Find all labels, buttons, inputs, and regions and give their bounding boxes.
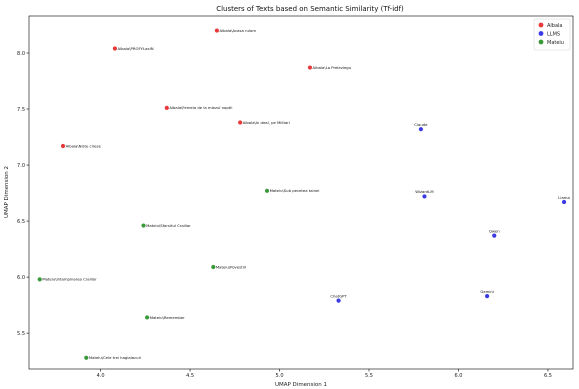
data-point [211,264,216,270]
data-point [84,355,89,360]
data-point-label: Albala\Niste cirese [66,143,102,148]
legend-marker [538,39,544,45]
y-tick-label: 7.5 [17,107,25,113]
data-point-label: Albala\La Prelevlegu [313,65,352,70]
x-tick-label: 5.5 [365,373,373,379]
legend-marker [538,22,544,28]
data-points: Albala\Acasa rulom Albala\PROFYLaxiN Albal… [37,28,570,360]
data-point-label: Albala\Acasa rulom [219,28,256,33]
data-point-label: Mateiu\Povestiri [216,264,246,269]
y-axis-label: UMAP Dimension 2 [4,166,10,218]
legend: Albala LLMS Mateiu [533,18,571,51]
data-point-label: Qwen [489,228,500,233]
legend-entry-label: Albala [547,23,563,29]
data-point-label: Albala\Femeia de la miezul noptii [169,105,232,110]
data-point-label: Mateiu\Sub pecetea tainei [270,188,320,193]
legend-entry-label: LLMS [547,31,560,37]
data-point [307,65,313,70]
data-point [336,298,341,303]
data-point [238,120,243,125]
data-point-label: Mateiu\Cele trei hagialacuri [89,355,141,360]
data-point [214,28,219,33]
data-point-label: Mateiu\Sfarsitul Craiilor [146,223,191,228]
legend-marker [538,31,544,36]
x-axis-label: UMAP Dimension 1 [275,382,327,388]
data-point-label: Claude [414,122,428,127]
x-axis-ticks: 4.0 4.5 5.0 5.5 6.0 6.5 [97,369,552,379]
data-point-label: Albala\In deal, pe Militari [243,120,290,125]
data-point [112,46,117,51]
data-point [485,294,490,299]
y-tick-label: 7.0 [17,163,25,169]
x-tick-label: 5.0 [276,373,284,379]
x-tick-label: 6.0 [454,373,462,379]
data-point-label: Mateiu\Remember [150,315,185,320]
plot-frame [28,15,574,370]
data-point [264,188,270,193]
legend-entry-label: Mateiu [547,40,564,46]
y-tick-label: 6.5 [17,219,25,225]
data-point [141,223,146,228]
data-point-label: WizardLM [415,189,433,194]
x-tick-label: 4.0 [97,373,105,379]
data-point-label: Albala\PROFYLaxiN [117,46,153,51]
data-point [37,277,42,282]
data-point [418,127,423,132]
y-axis-ticks: 5.5 6.0 6.5 7.0 7.5 8.0 [17,51,29,337]
y-tick-label: 5.5 [17,331,25,337]
data-point [422,194,427,199]
x-tick-label: 6.5 [544,373,552,379]
data-point [145,315,150,320]
data-point-label: Llama [558,195,570,200]
chart-title: Clusters of Texts based on Semantic Simi… [216,5,404,13]
data-point [60,143,66,149]
x-tick-label: 4.5 [186,373,194,379]
data-point-label: ChatGPT [330,293,347,298]
data-point [561,199,567,205]
data-point [164,105,169,110]
data-point-label: Mateiu\Intampinarea Craiilor [42,277,97,282]
y-tick-label: 8.0 [17,51,25,57]
y-tick-label: 6.0 [17,275,25,281]
data-point [492,233,497,238]
data-point-label: Gemini [480,289,494,294]
